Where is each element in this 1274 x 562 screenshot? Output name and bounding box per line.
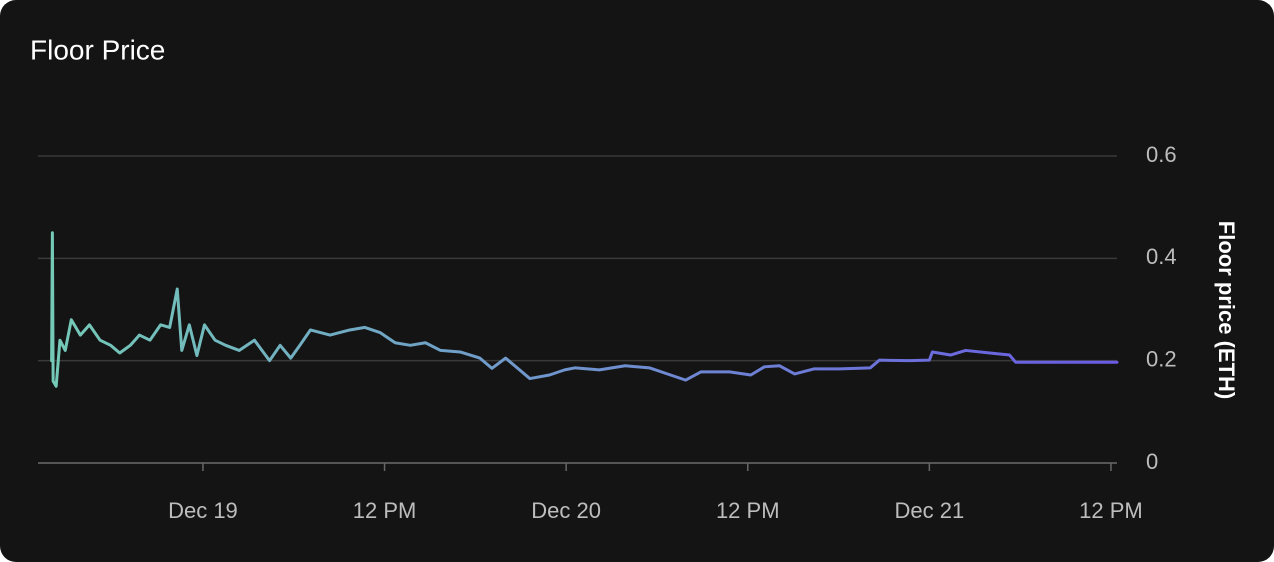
y-tick-label: 0.2 [1146, 346, 1177, 371]
y-tick-label: 0 [1146, 449, 1158, 474]
x-tick-label: 12 PM [716, 498, 780, 523]
x-tick-label: 12 PM [1079, 498, 1143, 523]
x-tick-label: Dec 19 [168, 498, 238, 523]
chart-title: Floor Price [30, 34, 165, 65]
y-axis-title: Floor price (ETH) [1214, 221, 1239, 399]
x-tick-label: Dec 20 [531, 498, 601, 523]
x-tick-label: Dec 21 [894, 498, 964, 523]
y-tick-label: 0.4 [1146, 244, 1177, 269]
y-tick-label: 0.6 [1146, 142, 1177, 167]
price-line [50, 231, 1119, 388]
x-tick-label: 12 PM [353, 498, 417, 523]
